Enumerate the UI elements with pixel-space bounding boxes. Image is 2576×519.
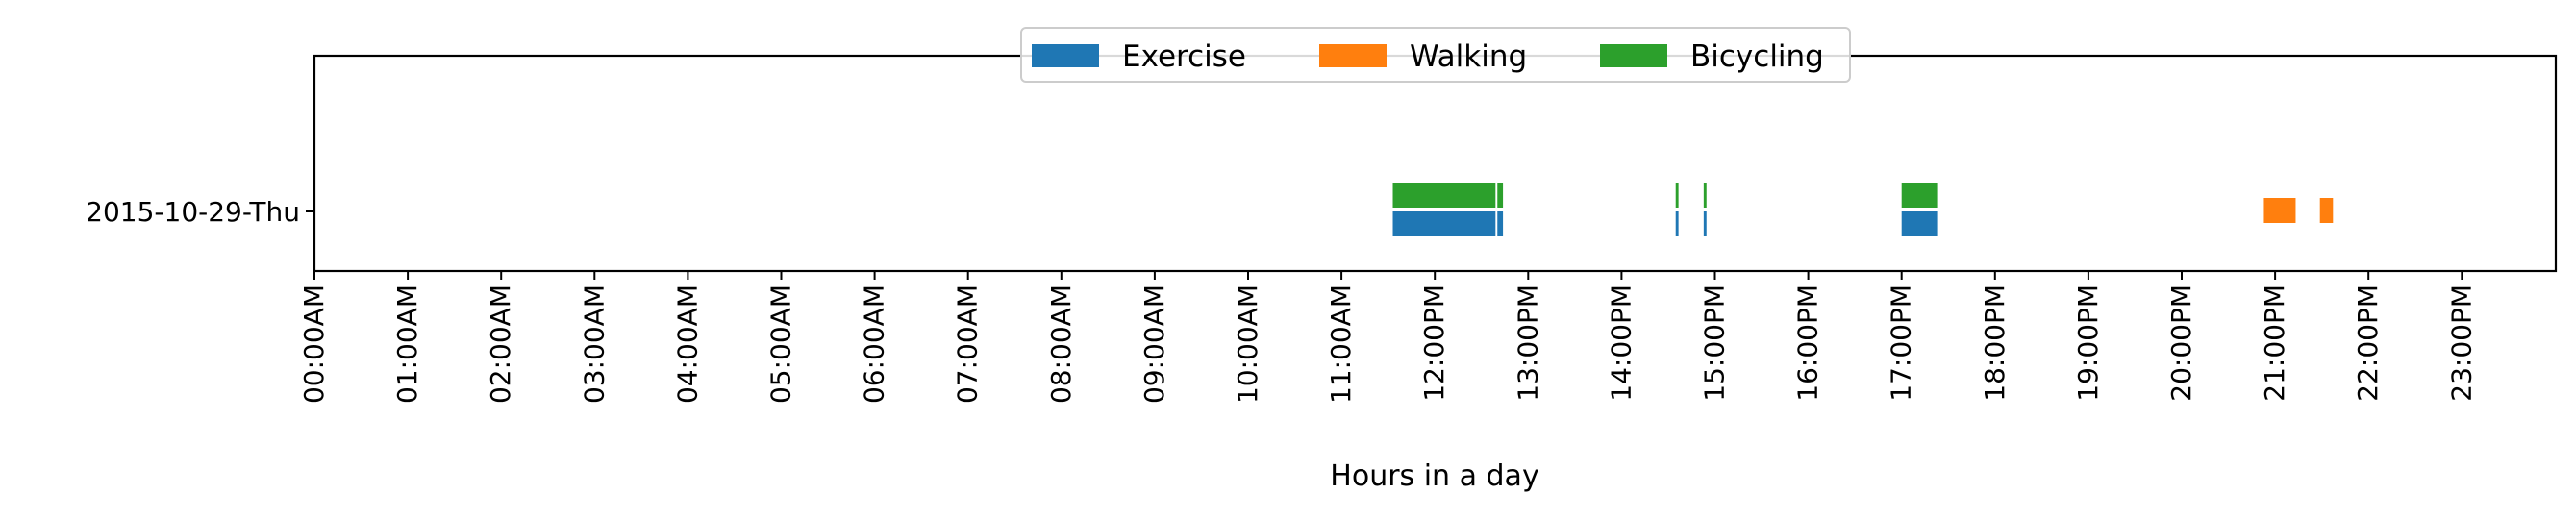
x-tick-label: 04:00AM xyxy=(671,284,703,404)
x-tick-label: 23:00PM xyxy=(2445,284,2477,402)
bar-bicycling xyxy=(1392,183,1496,208)
x-tick-label: 12:00PM xyxy=(1418,284,1450,402)
x-axis-label: Hours in a day xyxy=(1330,459,1538,493)
x-tick-label: 19:00PM xyxy=(2072,284,2104,402)
x-tick-label: 00:00AM xyxy=(298,284,330,404)
bar-walking xyxy=(2263,198,2296,223)
legend: Exercise Walking Bicycling xyxy=(1020,27,1851,83)
legend-box xyxy=(1020,27,1851,83)
x-axis: 00:00AM 01:00AM 02:00AM 03:00AM 04:00AM 05:00… xyxy=(298,271,2477,404)
x-tick-label: 09:00AM xyxy=(1138,284,1170,404)
bar-bicycling xyxy=(1497,183,1504,208)
x-tick-label: 13:00PM xyxy=(1512,284,1543,402)
x-tick-label: 14:00PM xyxy=(1605,284,1637,402)
bar-exercise xyxy=(1703,211,1707,236)
x-tick-label: 06:00AM xyxy=(859,284,890,404)
x-tick-label: 21:00PM xyxy=(2259,284,2290,402)
x-tick-label: 18:00PM xyxy=(1979,284,2011,402)
x-tick-label: 17:00PM xyxy=(1886,284,1917,402)
x-tick-label: 10:00AM xyxy=(1232,284,1263,404)
x-tick-label: 07:00AM xyxy=(952,284,984,404)
plot-area xyxy=(314,56,2556,271)
x-tick-label: 15:00PM xyxy=(1699,284,1731,402)
bar-bicycling xyxy=(1901,183,1938,208)
bar-exercise xyxy=(1392,211,1496,236)
y-tick-label: 2015-10-29-Thu xyxy=(86,196,300,228)
x-tick-label: 20:00PM xyxy=(2165,284,2197,402)
x-tick-label: 16:00PM xyxy=(1792,284,1824,402)
bar-walking xyxy=(2319,198,2334,223)
y-axis: 2015-10-29-Thu xyxy=(86,196,314,228)
legend-label-walking: Walking xyxy=(1410,39,1527,74)
bar-exercise xyxy=(1497,211,1504,236)
x-tick-label: 05:00AM xyxy=(765,284,797,404)
bar-bicycling xyxy=(1675,183,1679,208)
legend-label-bicycling: Bicycling xyxy=(1690,39,1824,74)
legend-label-exercise: Exercise xyxy=(1122,39,1246,74)
bar-bicycling xyxy=(1703,183,1707,208)
legend-swatch-bicycling xyxy=(1600,44,1667,67)
x-tick-label: 01:00AM xyxy=(391,284,423,404)
x-tick-label: 02:00AM xyxy=(485,284,516,404)
bar-exercise xyxy=(1675,211,1679,236)
x-tick-label: 11:00AM xyxy=(1325,284,1357,404)
legend-swatch-walking xyxy=(1319,44,1387,67)
legend-swatch-exercise xyxy=(1032,44,1099,67)
x-tick-label: 08:00AM xyxy=(1045,284,1077,404)
x-tick-label: 03:00AM xyxy=(578,284,610,404)
x-tick-label: 22:00PM xyxy=(2352,284,2384,402)
bar-exercise xyxy=(1901,211,1938,236)
bars-layer xyxy=(1392,183,2334,236)
